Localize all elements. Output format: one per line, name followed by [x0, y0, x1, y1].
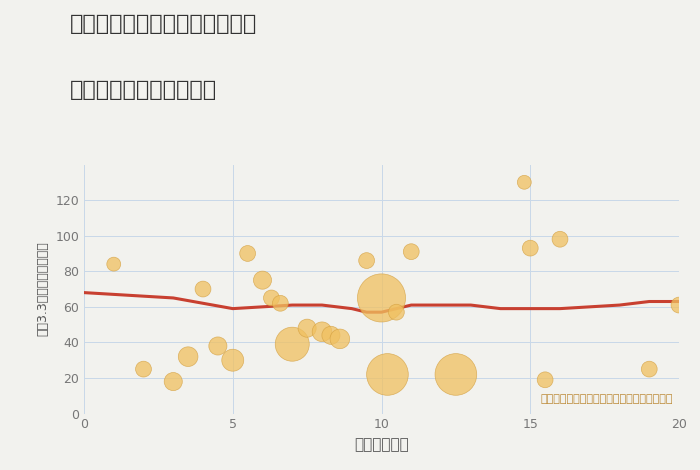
Point	[525, 244, 536, 252]
Point	[644, 365, 655, 373]
Point	[335, 335, 346, 343]
Point	[108, 260, 119, 268]
Point	[257, 276, 268, 284]
Point	[326, 331, 337, 339]
Point	[266, 294, 277, 302]
Point	[197, 285, 209, 293]
Point	[287, 340, 298, 348]
Point	[673, 301, 685, 309]
Point	[376, 294, 387, 302]
Point	[242, 250, 253, 257]
Point	[406, 248, 417, 256]
Point	[168, 378, 179, 385]
Point	[391, 308, 402, 316]
Point	[274, 299, 286, 307]
Point	[316, 328, 328, 336]
Point	[519, 179, 530, 186]
X-axis label: 駅距離（分）: 駅距離（分）	[354, 437, 409, 452]
Point	[540, 376, 551, 384]
Text: 岐阜県各務原市蘇原古市場町の: 岐阜県各務原市蘇原古市場町の	[70, 14, 258, 34]
Point	[212, 342, 223, 350]
Text: 駅距離別中古戸建て価格: 駅距離別中古戸建て価格	[70, 80, 217, 100]
Point	[450, 371, 461, 378]
Point	[138, 365, 149, 373]
Point	[183, 353, 194, 360]
Point	[382, 371, 393, 378]
Text: 円の大きさは、取引のあった物件面積を示す: 円の大きさは、取引のあった物件面積を示す	[540, 394, 673, 404]
Point	[361, 257, 372, 264]
Point	[302, 324, 313, 332]
Point	[227, 356, 238, 364]
Y-axis label: 坪（3.3㎡）単価（万円）: 坪（3.3㎡）単価（万円）	[36, 242, 50, 337]
Point	[554, 235, 566, 243]
